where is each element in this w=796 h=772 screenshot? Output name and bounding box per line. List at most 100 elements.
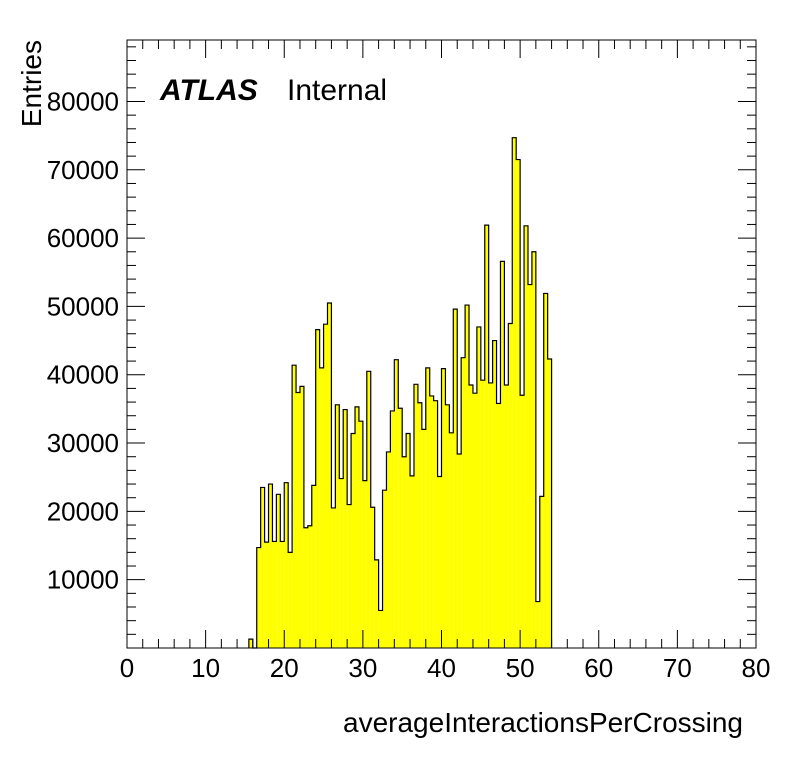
histogram-bar bbox=[547, 359, 552, 648]
histogram-bar bbox=[260, 487, 265, 648]
histogram-bar bbox=[374, 559, 379, 648]
x-tick-label: 20 bbox=[270, 653, 299, 683]
x-tick-label: 60 bbox=[584, 653, 613, 683]
histogram-bar bbox=[299, 386, 304, 648]
y-tick-label: 40000 bbox=[47, 360, 119, 390]
y-tick-label: 10000 bbox=[47, 565, 119, 595]
histogram-bar bbox=[421, 429, 426, 648]
histogram-bar bbox=[394, 359, 399, 648]
plot-frame bbox=[126, 39, 757, 649]
histogram-bar bbox=[296, 392, 300, 648]
histogram-bar bbox=[268, 484, 273, 648]
histogram-bar bbox=[531, 251, 536, 649]
y-axis-title: Entries bbox=[16, 40, 47, 127]
histogram-bar bbox=[465, 305, 470, 648]
histogram-bar bbox=[433, 400, 438, 648]
x-tick-label: 50 bbox=[506, 653, 535, 683]
histogram-bar bbox=[284, 482, 289, 648]
histogram-bar bbox=[543, 293, 548, 648]
histogram-bar bbox=[496, 403, 501, 648]
histogram-bar bbox=[410, 475, 414, 648]
x-tick-labels: 0 10 20 30 40 50 60 70 80 bbox=[120, 653, 771, 683]
histogram-bar bbox=[292, 365, 297, 648]
histogram-bar bbox=[472, 393, 477, 648]
histogram-bar bbox=[402, 456, 407, 648]
histogram-bar bbox=[516, 159, 521, 648]
x-tick-label: 40 bbox=[427, 653, 456, 683]
histogram-bar bbox=[378, 610, 383, 648]
y-tick-label: 30000 bbox=[47, 428, 119, 458]
histogram-bar bbox=[488, 382, 493, 648]
histogram-bar bbox=[307, 525, 312, 648]
y-tick-label: 50000 bbox=[47, 291, 119, 321]
histogram-bar bbox=[272, 541, 277, 648]
histogram-bar bbox=[527, 284, 532, 648]
histogram-bar bbox=[335, 404, 340, 648]
x-tick-label: 80 bbox=[742, 653, 771, 683]
histogram-bar bbox=[461, 357, 466, 648]
histogram-bar bbox=[500, 261, 505, 648]
histogram-bar bbox=[343, 409, 348, 648]
histogram-bar bbox=[449, 432, 454, 648]
atlas-status-label: Internal bbox=[287, 74, 387, 107]
histogram-bar bbox=[480, 380, 485, 648]
histogram-bar bbox=[339, 478, 344, 648]
x-tick-label: 10 bbox=[191, 653, 220, 683]
histogram-bar bbox=[476, 326, 481, 648]
histogram-bar bbox=[315, 329, 320, 648]
histogram-bar bbox=[276, 494, 281, 648]
histogram-bar bbox=[331, 507, 336, 648]
histogram-bar bbox=[355, 406, 359, 648]
histogram-bar bbox=[288, 552, 293, 648]
histogram-bar bbox=[311, 485, 316, 648]
x-axis-title: averageInteractionsPerCrossing bbox=[343, 707, 743, 738]
histogram-bar bbox=[469, 384, 473, 648]
histogram-bar bbox=[256, 547, 261, 648]
histogram-bar bbox=[484, 225, 489, 649]
y-tick-label: 80000 bbox=[47, 86, 119, 116]
histogram-bar bbox=[280, 541, 285, 648]
histogram-bar bbox=[351, 433, 356, 648]
histogram-bar bbox=[370, 507, 375, 648]
histogram-bar bbox=[453, 309, 458, 648]
histogram-bar bbox=[264, 542, 269, 648]
histogram-bar bbox=[535, 601, 540, 648]
histogram-bar bbox=[417, 402, 422, 648]
y-tick-label: 70000 bbox=[47, 155, 119, 185]
atlas-label: ATLAS bbox=[159, 74, 258, 107]
histogram-bar bbox=[406, 433, 411, 648]
histogram-bar bbox=[457, 453, 462, 648]
histogram-bar bbox=[390, 410, 395, 648]
axis-ticks bbox=[126, 40, 757, 648]
histogram-bar bbox=[445, 404, 450, 648]
histogram-bar bbox=[492, 340, 497, 648]
y-tick-labels: 10000 20000 30000 40000 50000 60000 70000 80000 bbox=[47, 86, 119, 594]
histogram-bar bbox=[508, 323, 513, 648]
histogram-bar bbox=[319, 367, 324, 648]
histogram-bars bbox=[248, 137, 553, 649]
y-tick-label: 60000 bbox=[47, 223, 119, 253]
histogram-bar bbox=[520, 395, 525, 648]
histogram-bar bbox=[323, 324, 328, 648]
x-tick-label: 30 bbox=[348, 653, 377, 683]
histogram-bar bbox=[441, 368, 446, 648]
histogram-bar bbox=[504, 384, 509, 648]
histogram-bar bbox=[358, 421, 363, 648]
histogram-bar bbox=[539, 496, 544, 648]
histogram-bar bbox=[425, 367, 430, 648]
histogram-bar bbox=[327, 303, 332, 648]
histogram-bar bbox=[524, 225, 528, 648]
y-tick-label: 20000 bbox=[47, 496, 119, 526]
histogram-bar bbox=[398, 408, 403, 648]
histogram-bar bbox=[386, 451, 391, 648]
histogram-bar bbox=[303, 527, 308, 648]
histogram-bar bbox=[248, 639, 253, 648]
x-tick-label: 0 bbox=[120, 653, 134, 683]
histogram-bar bbox=[429, 395, 434, 648]
histogram-bar bbox=[362, 480, 367, 648]
histogram-bar bbox=[382, 490, 387, 648]
histogram-bar bbox=[512, 137, 517, 648]
histogram-bar bbox=[366, 371, 371, 648]
histogram-bar bbox=[347, 504, 352, 648]
